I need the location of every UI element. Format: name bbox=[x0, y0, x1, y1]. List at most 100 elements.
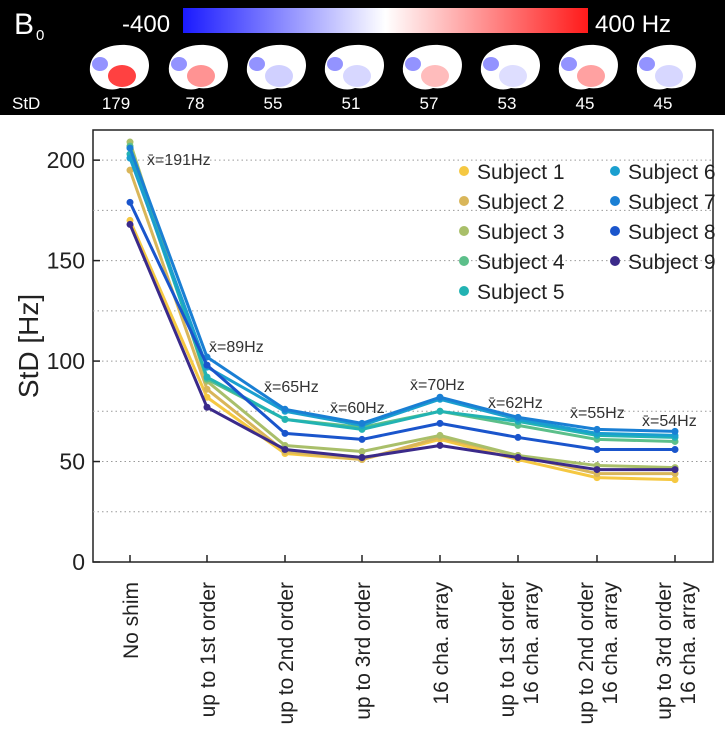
data-point bbox=[126, 220, 134, 228]
x-tick-label: 16 cha. array bbox=[599, 582, 622, 705]
legend-entry: Subject 5 bbox=[459, 281, 565, 304]
legend-label: Subject 2 bbox=[477, 191, 565, 214]
data-point bbox=[281, 445, 289, 453]
colorbar-min-label: -400 bbox=[122, 11, 170, 38]
mean-annotation: x̄=70Hz bbox=[410, 377, 465, 394]
data-point bbox=[126, 144, 134, 152]
brain-slice bbox=[246, 44, 307, 90]
y-tick-label: 50 bbox=[59, 449, 85, 475]
brain-slice bbox=[480, 44, 541, 90]
legend-marker bbox=[459, 286, 469, 296]
legend-label: Subject 7 bbox=[628, 191, 716, 214]
negative-field-region bbox=[561, 57, 577, 71]
series-line bbox=[128, 147, 676, 433]
x-axis: No shim up to 1st order up to 2nd order up … bbox=[120, 555, 700, 724]
data-point bbox=[593, 445, 601, 453]
brain-slice bbox=[89, 44, 150, 90]
std-value: 45 bbox=[576, 94, 595, 113]
x-tick-label: 16 cha. array bbox=[520, 582, 543, 705]
legend-entry: Subject 8 bbox=[610, 221, 716, 244]
mean-annotation: x̄=62Hz bbox=[488, 395, 543, 412]
series-subject-8 bbox=[126, 198, 679, 453]
data-point bbox=[281, 405, 289, 413]
legend-marker bbox=[610, 226, 620, 236]
colorbar-max-label: 400 Hz bbox=[595, 11, 671, 38]
x-tick-label: No shim bbox=[120, 582, 143, 659]
mean-annotation: x̄=191Hz bbox=[147, 152, 211, 169]
y-axis-label: StD [Hz] bbox=[13, 294, 44, 398]
negative-field-region bbox=[483, 57, 499, 71]
data-point bbox=[203, 373, 211, 381]
std-value: 55 bbox=[264, 94, 283, 113]
data-point bbox=[671, 466, 679, 474]
series-lines bbox=[126, 138, 679, 484]
std-value: 57 bbox=[420, 94, 439, 113]
legend-entry: Subject 6 bbox=[610, 161, 716, 184]
legend-entry: Subject 1 bbox=[459, 161, 565, 184]
std-row-label: StD bbox=[12, 94, 40, 113]
data-point bbox=[671, 476, 679, 484]
series-subject-7 bbox=[126, 144, 679, 435]
series-line bbox=[128, 153, 676, 439]
series-line bbox=[128, 169, 675, 476]
series-line bbox=[128, 201, 675, 451]
mean-annotation: x̄=54Hz bbox=[642, 413, 697, 430]
negative-field-region bbox=[249, 57, 265, 71]
field-inhomogeneity-region bbox=[577, 65, 605, 87]
series-line bbox=[128, 145, 676, 443]
gridlines bbox=[93, 159, 713, 513]
legend-entry: Subject 9 bbox=[610, 251, 716, 274]
data-point bbox=[358, 435, 366, 443]
legend-marker bbox=[610, 196, 620, 206]
y-axis: 0 50 100 150 200 bbox=[47, 147, 100, 575]
brain-slice bbox=[324, 44, 385, 90]
series-line bbox=[128, 223, 675, 472]
legend-entry: Subject 4 bbox=[459, 251, 565, 274]
x-tick-label: up to 2nd order bbox=[275, 582, 298, 724]
data-point bbox=[281, 429, 289, 437]
legend-marker bbox=[610, 256, 620, 266]
b0-subscript: 0 bbox=[36, 27, 44, 44]
legend-label: Subject 1 bbox=[477, 161, 565, 184]
legend-entry: Subject 7 bbox=[610, 191, 716, 214]
field-inhomogeneity-region bbox=[343, 65, 371, 87]
legend-marker bbox=[610, 166, 620, 176]
data-point bbox=[203, 403, 211, 411]
legend-label: Subject 5 bbox=[477, 281, 565, 304]
data-point bbox=[126, 166, 134, 174]
legend-marker bbox=[459, 196, 469, 206]
std-value: 45 bbox=[654, 94, 673, 113]
mean-annotation: x̄=65Hz bbox=[264, 379, 319, 396]
plot-frame bbox=[92, 129, 714, 563]
data-point bbox=[203, 385, 211, 393]
negative-field-region bbox=[171, 57, 187, 71]
y-tick-label: 0 bbox=[72, 549, 85, 575]
negative-field-region bbox=[639, 57, 655, 71]
series-subject-9 bbox=[126, 220, 679, 474]
negative-field-region bbox=[92, 57, 108, 71]
x-tick-label: 16 cha. array bbox=[430, 582, 453, 705]
data-point bbox=[671, 427, 679, 435]
legend-label: Subject 3 bbox=[477, 221, 565, 244]
legend-marker bbox=[459, 226, 469, 236]
data-point bbox=[436, 419, 444, 427]
legend-label: Subject 8 bbox=[628, 221, 716, 244]
x-tick-label: up to 1st order bbox=[197, 582, 220, 717]
x-tick-label: 16 cha. array bbox=[677, 582, 700, 705]
y-tick-label: 200 bbox=[47, 147, 85, 173]
b0-map-banner-graphic: B 0 -400 400 Hz StD 179 78 55 51 57 53 45 45 bbox=[12, 8, 697, 113]
b0-map-banner: B 0 -400 400 Hz StD 179 78 55 51 57 53 45 45 bbox=[0, 0, 725, 115]
data-point bbox=[358, 419, 366, 427]
legend-label: Subject 4 bbox=[477, 251, 565, 274]
data-point bbox=[126, 198, 134, 206]
legend-label: Subject 6 bbox=[628, 161, 716, 184]
x-tick-label: up to 1st order bbox=[496, 582, 519, 717]
data-point bbox=[514, 433, 522, 441]
field-inhomogeneity-region bbox=[421, 65, 449, 87]
mean-annotation: x̄=60Hz bbox=[330, 400, 385, 417]
data-point bbox=[593, 425, 601, 433]
legend: Subject 1 Subject 2 Subject 3 Subject 4 Subj… bbox=[459, 161, 716, 304]
data-point bbox=[593, 466, 601, 474]
brain-slice bbox=[402, 44, 463, 90]
